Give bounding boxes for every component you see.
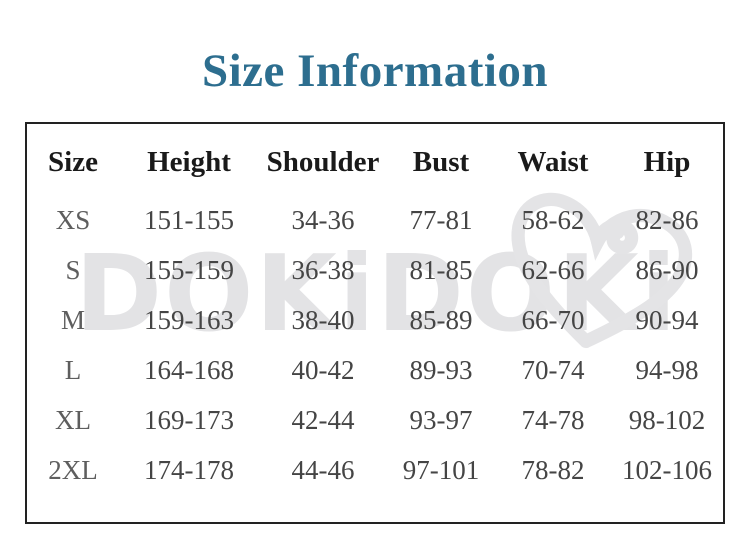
hip-cell: 98-102 [628, 404, 706, 435]
table-row-xl: XL 169-173 42-44 93-97 74-78 98-102 [27, 395, 723, 445]
shoulder-cell: 44-46 [291, 454, 355, 485]
col-header-bust: Bust [412, 145, 470, 178]
col-header-size: Size [48, 145, 98, 178]
shoulder-cell: 36-38 [291, 254, 355, 285]
bust-cell: 77-81 [409, 204, 473, 235]
waist-cell: 78-82 [521, 454, 585, 485]
hip-cell: 90-94 [635, 304, 699, 335]
page-title: Size Information [201, 45, 549, 97]
hip-cell: 94-98 [635, 354, 699, 385]
bust-cell: 93-97 [409, 404, 473, 435]
height-cell: 164-168 [144, 354, 234, 385]
table-row-s: S 155-159 36-38 81-85 62-66 86-90 [27, 245, 723, 295]
waist-cell: 74-78 [521, 404, 585, 435]
size-label: XS [55, 204, 91, 235]
header-row: Size Height Shoulder Bust Waist Hip [27, 124, 723, 195]
size-label: L [64, 354, 82, 385]
height-cell: 169-173 [144, 404, 234, 435]
table-row-2xl: 2XL 174-178 44-46 97-101 78-82 102-106 [27, 445, 723, 495]
shoulder-cell: 38-40 [291, 304, 355, 335]
waist-cell: 58-62 [521, 204, 585, 235]
col-header-waist: Waist [517, 145, 589, 178]
col-header-hip: Hip [643, 145, 691, 178]
shoulder-cell: 42-44 [291, 404, 355, 435]
height-cell: 155-159 [144, 254, 234, 285]
table-row-xs: XS 151-155 34-36 77-81 58-62 82-86 [27, 195, 723, 245]
col-header-shoulder: Shoulder [266, 145, 380, 178]
height-cell: 159-163 [144, 304, 234, 335]
size-table-container: DOKiDOKi Size Height Shoulder Bust Waist… [25, 122, 725, 524]
size-label: 2XL [48, 454, 98, 485]
height-cell: 151-155 [144, 204, 234, 235]
bust-cell: 85-89 [409, 304, 473, 335]
hip-cell: 102-106 [622, 454, 712, 485]
col-header-height: Height [147, 145, 231, 178]
table-row-l: L 164-168 40-42 89-93 70-74 94-98 [27, 345, 723, 395]
hip-cell: 82-86 [635, 204, 699, 235]
size-label: XL [55, 404, 91, 435]
shoulder-cell: 34-36 [291, 204, 355, 235]
waist-cell: 66-70 [521, 304, 585, 335]
hip-cell: 86-90 [635, 254, 699, 285]
bust-cell: 81-85 [409, 254, 473, 285]
size-label: S [65, 254, 81, 285]
size-label: M [60, 304, 85, 335]
waist-cell: 70-74 [521, 354, 585, 385]
height-cell: 174-178 [144, 454, 234, 485]
shoulder-cell: 40-42 [291, 354, 355, 385]
bust-cell: 89-93 [409, 354, 473, 385]
bust-cell: 97-101 [402, 454, 480, 485]
waist-cell: 62-66 [521, 254, 585, 285]
table-row-m: M 159-163 38-40 85-89 66-70 90-94 [27, 295, 723, 345]
size-table: Size Height Shoulder Bust Waist Hip XS 1… [27, 124, 723, 495]
